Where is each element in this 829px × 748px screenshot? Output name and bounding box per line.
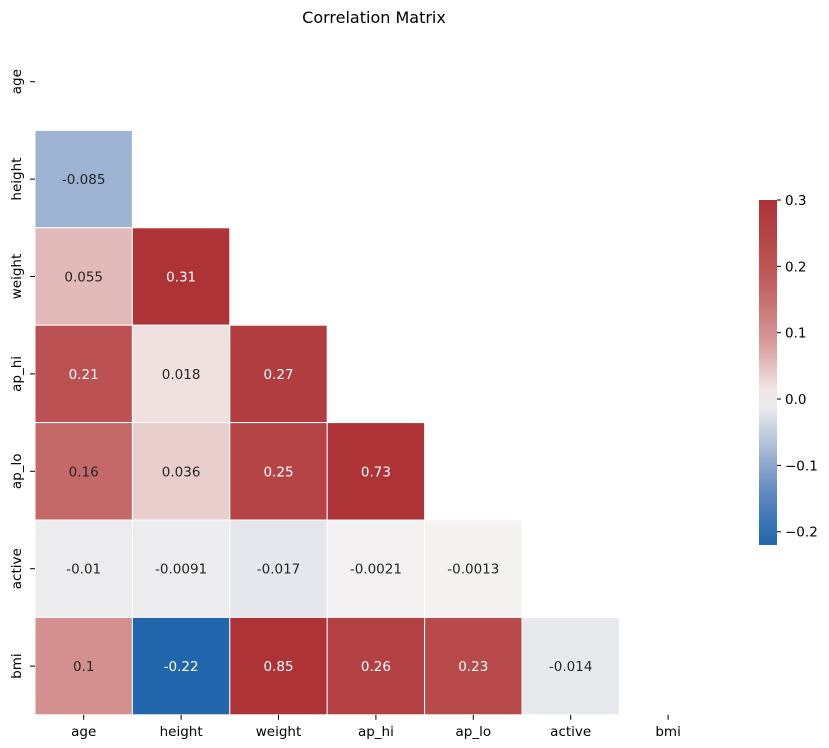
colorbar-tick-label: −0.2	[785, 525, 818, 541]
heatmap-cell	[131, 616, 231, 716]
colorbar-tick-label: 0.0	[785, 392, 806, 408]
y-tick-label: ap_lo	[9, 453, 25, 489]
y-tick-label: bmi	[9, 653, 25, 678]
y-tick-label: ap_hi	[9, 356, 25, 392]
heatmap-cell	[229, 616, 328, 716]
heatmap-cell	[34, 129, 133, 229]
cell-value-label: 0.23	[458, 659, 488, 675]
cell-value-label: 0.27	[263, 367, 293, 383]
cell-value-label: -0.0091	[155, 562, 207, 578]
x-tick-label: ap_hi	[358, 724, 394, 740]
cell-value-label: 0.055	[64, 270, 103, 286]
cell-value-label: 0.1	[73, 659, 94, 675]
colorbar-tick-label: −0.1	[785, 458, 818, 474]
heatmap-cell	[131, 422, 231, 521]
cell-value-label: 0.036	[162, 464, 201, 480]
cell-value-label: 0.21	[69, 367, 99, 383]
cell-value-label: 0.85	[263, 659, 293, 675]
x-tick-label: height	[160, 724, 203, 740]
x-tick-label: weight	[256, 724, 302, 740]
heatmap-cell	[34, 227, 133, 326]
cell-value-label: 0.73	[361, 464, 391, 480]
heatmap-cell	[521, 616, 620, 716]
y-tick-label: age	[9, 69, 25, 94]
cell-value-label: 0.31	[166, 270, 196, 286]
x-tick-label: active	[550, 724, 591, 740]
heatmap-cell	[326, 519, 426, 618]
y-tick-label: height	[9, 158, 25, 201]
cell-value-label: -0.017	[257, 562, 301, 578]
cell-value-label: -0.014	[549, 659, 593, 675]
heatmap-cell	[326, 422, 426, 521]
heatmap-cell	[424, 616, 523, 716]
heatmap-cell	[424, 519, 523, 618]
heatmap-cell	[34, 324, 133, 424]
heatmap-cell	[131, 519, 231, 618]
chart-title: Correlation Matrix	[302, 8, 446, 27]
cell-value-label: 0.018	[162, 367, 201, 383]
x-tick-label: bmi	[655, 724, 680, 740]
heatmap-cell	[326, 616, 426, 716]
colorbar-gradient	[759, 200, 777, 545]
colorbar-tick-label: 0.3	[785, 193, 806, 209]
y-tick-label: active	[9, 548, 25, 589]
cell-value-label: 0.16	[69, 464, 99, 480]
cell-value-label: -0.22	[164, 659, 199, 675]
cell-value-label: 0.25	[263, 464, 293, 480]
colorbar-tick-label: 0.1	[785, 326, 806, 342]
x-tick-label: age	[71, 724, 96, 740]
cell-value-label: 0.26	[361, 659, 391, 675]
colorbar-tick-label: 0.2	[785, 259, 806, 275]
heatmap-cell	[131, 324, 231, 424]
heatmap-cells: -0.085 0.055 0.31 0.21 0.018 0.27 0.16 0.036 0.2…	[34, 129, 620, 716]
x-tick-label: ap_lo	[455, 724, 491, 740]
heatmap-cell	[229, 519, 328, 618]
y-tick-label: weight	[9, 254, 25, 300]
x-axis: age height weight ap_hi ap_lo active bmi	[71, 714, 681, 740]
cell-value-label: -0.0013	[447, 562, 499, 578]
cell-value-label: -0.01	[66, 562, 101, 578]
cell-value-label: -0.0021	[350, 562, 402, 578]
heatmap-cell	[229, 324, 328, 424]
colorbar: 0.3 0.2 0.1 0.0 −0.1 −0.2	[759, 193, 818, 545]
heatmap-cell	[131, 227, 231, 326]
cell-value-label: -0.085	[62, 172, 106, 188]
